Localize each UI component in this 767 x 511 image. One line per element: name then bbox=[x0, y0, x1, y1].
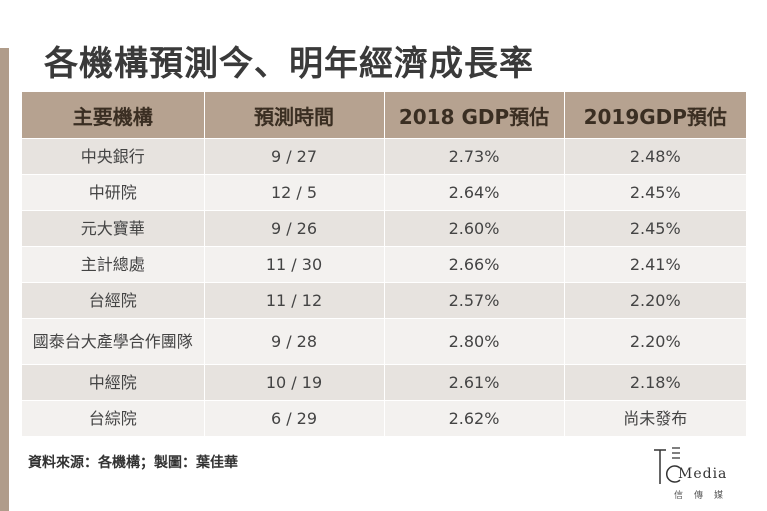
cell-forecast-date: 11 / 30 bbox=[204, 246, 385, 283]
cell-gdp-2018: 2.57% bbox=[384, 282, 565, 319]
table-row: 中經院 10 / 19 2.61% 2.18% bbox=[22, 364, 746, 401]
header-institution: 主要機構 bbox=[22, 92, 205, 139]
cell-gdp-2019: 2.45% bbox=[564, 210, 746, 247]
cell-forecast-date: 9 / 26 bbox=[204, 210, 385, 247]
logo-subtitle: 信傳媒 bbox=[674, 491, 735, 501]
table-header-row: 主要機構 預測時間 2018 GDP預估 2019GDP預估 bbox=[22, 92, 746, 139]
cell-gdp-2018: 2.80% bbox=[384, 318, 565, 365]
cell-gdp-2019: 尚未發布 bbox=[564, 400, 746, 436]
table-row: 中研院 12 / 5 2.64% 2.45% bbox=[22, 174, 746, 211]
cell-forecast-date: 6 / 29 bbox=[204, 400, 385, 436]
cell-institution: 台綜院 bbox=[22, 400, 205, 436]
table-row: 台經院 11 / 12 2.57% 2.20% bbox=[22, 282, 746, 319]
cell-gdp-2019: 2.20% bbox=[564, 282, 746, 319]
source-note: 資料來源：各機構；製圖：葉佳華 bbox=[28, 455, 238, 471]
header-forecast-date: 預測時間 bbox=[204, 92, 385, 139]
cell-gdp-2018: 2.62% bbox=[384, 400, 565, 436]
cell-gdp-2018: 2.73% bbox=[384, 138, 565, 175]
cell-forecast-date: 10 / 19 bbox=[204, 364, 385, 401]
table-row: 國泰台大產學合作團隊 9 / 28 2.80% 2.20% bbox=[22, 318, 746, 365]
cell-forecast-date: 11 / 12 bbox=[204, 282, 385, 319]
cell-gdp-2019: 2.20% bbox=[564, 318, 746, 365]
cell-institution: 台經院 bbox=[22, 282, 205, 319]
cell-forecast-date: 9 / 28 bbox=[204, 318, 385, 365]
cell-institution: 中央銀行 bbox=[22, 138, 205, 175]
cell-gdp-2019: 2.45% bbox=[564, 174, 746, 211]
cell-institution: 主計總處 bbox=[22, 246, 205, 283]
table-row: 元大寶華 9 / 26 2.60% 2.45% bbox=[22, 210, 746, 247]
cell-forecast-date: 9 / 27 bbox=[204, 138, 385, 175]
cell-gdp-2018: 2.66% bbox=[384, 246, 565, 283]
cell-gdp-2018: 2.60% bbox=[384, 210, 565, 247]
cell-institution: 元大寶華 bbox=[22, 210, 205, 247]
media-logo: Media 信傳媒 bbox=[652, 444, 752, 504]
logo-mark-icon bbox=[654, 447, 681, 484]
gdp-forecast-table: 主要機構 預測時間 2018 GDP預估 2019GDP預估 中央銀行 9 / … bbox=[22, 92, 746, 436]
page-title: 各機構預測今、明年經濟成長率 bbox=[44, 44, 534, 84]
cell-gdp-2019: 2.41% bbox=[564, 246, 746, 283]
table-row: 中央銀行 9 / 27 2.73% 2.48% bbox=[22, 138, 746, 175]
header-gdp-2018: 2018 GDP預估 bbox=[384, 92, 565, 139]
cell-institution: 中研院 bbox=[22, 174, 205, 211]
header-gdp-2019: 2019GDP預估 bbox=[564, 92, 746, 139]
cell-gdp-2018: 2.61% bbox=[384, 364, 565, 401]
logo-text: Media bbox=[678, 466, 728, 482]
table-row: 台綜院 6 / 29 2.62% 尚未發布 bbox=[22, 400, 746, 436]
cell-institution: 中經院 bbox=[22, 364, 205, 401]
cell-gdp-2019: 2.48% bbox=[564, 138, 746, 175]
cell-gdp-2019: 2.18% bbox=[564, 364, 746, 401]
cell-institution: 國泰台大產學合作團隊 bbox=[22, 318, 205, 365]
left-accent-bar bbox=[0, 48, 9, 511]
cell-gdp-2018: 2.64% bbox=[384, 174, 565, 211]
cell-forecast-date: 12 / 5 bbox=[204, 174, 385, 211]
table-row: 主計總處 11 / 30 2.66% 2.41% bbox=[22, 246, 746, 283]
